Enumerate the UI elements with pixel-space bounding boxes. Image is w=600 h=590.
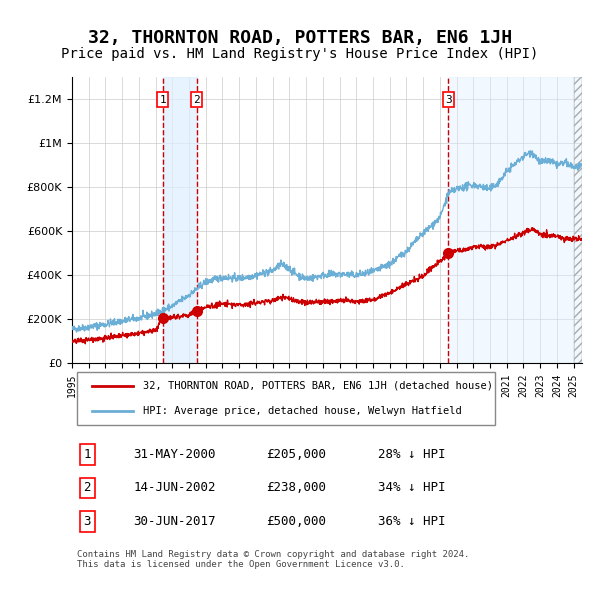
Text: 2: 2 (193, 94, 200, 104)
Text: 34% ↓ HPI: 34% ↓ HPI (378, 481, 445, 494)
Text: 14-JUN-2002: 14-JUN-2002 (133, 481, 216, 494)
Text: 31-MAY-2000: 31-MAY-2000 (133, 448, 216, 461)
Text: HPI: Average price, detached house, Welwyn Hatfield: HPI: Average price, detached house, Welw… (143, 406, 462, 416)
Text: 28% ↓ HPI: 28% ↓ HPI (378, 448, 445, 461)
Text: 3: 3 (445, 94, 452, 104)
Text: £500,000: £500,000 (266, 515, 326, 528)
Text: Price paid vs. HM Land Registry's House Price Index (HPI): Price paid vs. HM Land Registry's House … (61, 47, 539, 61)
Text: 32, THORNTON ROAD, POTTERS BAR, EN6 1JH (detached house): 32, THORNTON ROAD, POTTERS BAR, EN6 1JH … (143, 381, 493, 391)
Text: 30-JUN-2017: 30-JUN-2017 (133, 515, 216, 528)
Text: 36% ↓ HPI: 36% ↓ HPI (378, 515, 445, 528)
Text: Contains HM Land Registry data © Crown copyright and database right 2024.
This d: Contains HM Land Registry data © Crown c… (77, 549, 469, 569)
Bar (163, 77, 197, 363)
Bar (448, 77, 582, 363)
Text: 32, THORNTON ROAD, POTTERS BAR, EN6 1JH: 32, THORNTON ROAD, POTTERS BAR, EN6 1JH (88, 30, 512, 47)
Text: 1: 1 (159, 94, 166, 104)
Text: 1: 1 (83, 448, 91, 461)
Text: £205,000: £205,000 (266, 448, 326, 461)
Text: 2: 2 (83, 481, 91, 494)
FancyBboxPatch shape (77, 372, 496, 425)
Text: £238,000: £238,000 (266, 481, 326, 494)
Text: 3: 3 (83, 515, 91, 528)
